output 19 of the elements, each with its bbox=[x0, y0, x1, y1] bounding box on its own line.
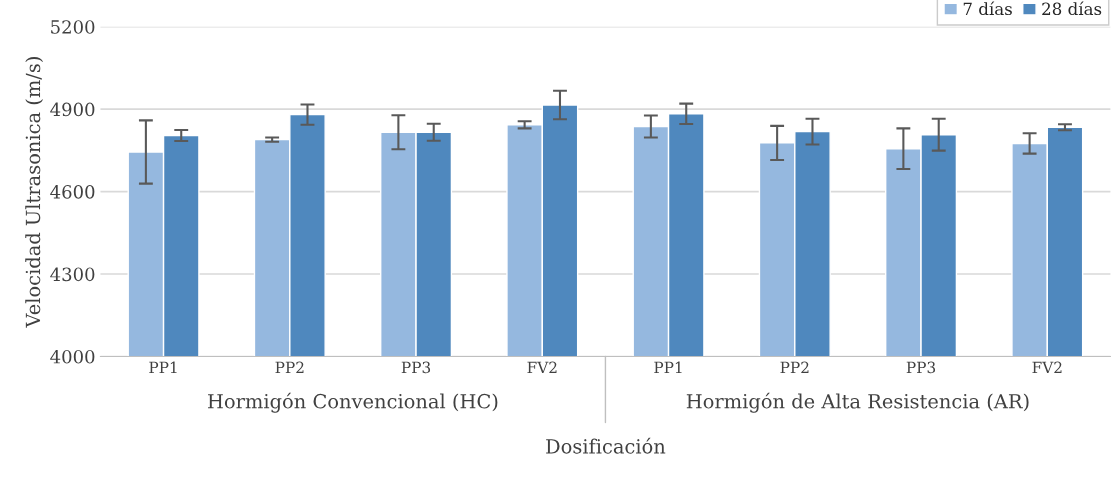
y-tick-label: 4000 bbox=[50, 349, 95, 364]
x-tick-label: PP3 bbox=[906, 361, 936, 374]
y-axis-title: Velocidad Ultrasonica (m/s) bbox=[25, 57, 44, 328]
x-tick-label: PP2 bbox=[275, 361, 304, 373]
legend-label: 7 días bbox=[963, 1, 1012, 16]
x-axis-title: Dosificación bbox=[546, 437, 666, 454]
y-tick-label: 4600 bbox=[50, 185, 95, 199]
y-tick-label: 5200 bbox=[51, 20, 95, 34]
x-tick-label: PP1 bbox=[149, 361, 177, 373]
text: Hormigón de Alta Resistencia (AR) bbox=[686, 392, 1029, 413]
y-tick-label: 4900 bbox=[50, 102, 95, 117]
legend-label: 28 días bbox=[1042, 1, 1102, 16]
y-tick-label: 4300 bbox=[50, 267, 95, 282]
x-tick-label: PP3 bbox=[401, 361, 431, 374]
x-tick-label: PP2 bbox=[780, 361, 809, 373]
x-tick-label: PP1 bbox=[654, 361, 682, 373]
text: Hormigón Convencional (HC) bbox=[208, 392, 498, 413]
x-tick-label: FV2 bbox=[1032, 361, 1062, 373]
x-tick-label: FV2 bbox=[527, 361, 557, 373]
